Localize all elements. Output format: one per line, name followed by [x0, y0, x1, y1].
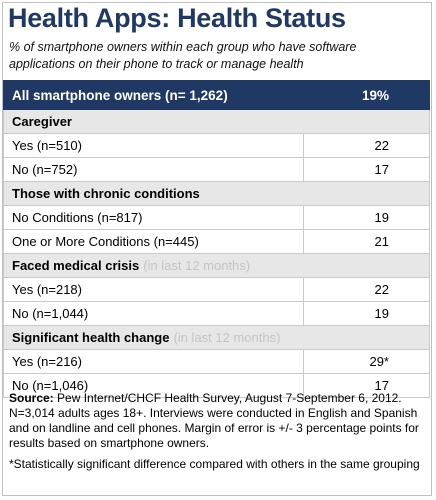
row-label: No Conditions (n=817) [3, 205, 304, 230]
section-heading: Faced medical crisis (in last 12 months) [3, 253, 430, 278]
header-value: 19% [303, 80, 430, 110]
row-value: 17 [303, 157, 430, 182]
row-label: No (n=752) [3, 157, 304, 182]
row-value: 17 [303, 373, 430, 398]
section-heading-text: Significant health change [12, 330, 170, 345]
row-value: 22 [303, 133, 430, 158]
table-row: No (n=1,044) 19 [3, 301, 430, 326]
table-row: Yes (n=218) 22 [3, 277, 430, 302]
table-row: No Conditions (n=817) 19 [3, 205, 430, 230]
section-qualifier: (in last 12 months) [143, 258, 251, 273]
source-label: Source: [9, 391, 54, 405]
row-label: No (n=1,046) [3, 373, 304, 398]
chart-frame [2, 2, 432, 496]
source-text: Pew Internet/CHCF Health Survey, August … [9, 391, 419, 450]
row-value: 19 [303, 205, 430, 230]
data-table: All smartphone owners (n= 1,262) 19% Car… [3, 80, 430, 398]
row-value: 21 [303, 229, 430, 254]
section-heading-text: Caregiver [12, 114, 72, 129]
section-row: Significant health change (in last 12 mon… [3, 325, 430, 350]
source-note: Source: Pew Internet/CHCF Health Survey,… [9, 391, 421, 451]
header-row: All smartphone owners (n= 1,262) 19% [3, 80, 430, 110]
section-qualifier: (in last 12 months) [173, 330, 281, 345]
row-label: Yes (n=510) [3, 133, 304, 158]
section-heading: Caregiver [3, 109, 430, 134]
row-label: One or More Conditions (n=445) [3, 229, 304, 254]
section-heading: Significant health change (in last 12 mon… [3, 325, 430, 350]
row-label: Yes (n=218) [3, 277, 304, 302]
row-value: 22 [303, 277, 430, 302]
section-heading-text: Faced medical crisis [12, 258, 140, 273]
chart-title: Health Apps: Health Status [8, 3, 346, 33]
row-label: No (n=1,044) [3, 301, 304, 326]
section-row: Caregiver [3, 109, 430, 134]
table-row: No (n=752) 17 [3, 157, 430, 182]
header-label: All smartphone owners (n= 1,262) [3, 80, 304, 110]
chart-subtitle: % of smartphone owners within each group… [9, 40, 357, 71]
section-heading: Those with chronic conditions [3, 181, 430, 206]
table-row: Yes (n=216) 29* [3, 349, 430, 374]
section-heading-text: Those with chronic conditions [12, 186, 200, 201]
row-value: 19 [303, 301, 430, 326]
row-label: Yes (n=216) [3, 349, 304, 374]
table-row: One or More Conditions (n=445) 21 [3, 229, 430, 254]
table-row: Yes (n=510) 22 [3, 133, 430, 158]
table-row: No (n=1,046) 17 [3, 373, 430, 398]
row-value: 29* [303, 349, 430, 374]
section-row: Faced medical crisis (in last 12 months) [3, 253, 430, 278]
section-row: Those with chronic conditions [3, 181, 430, 206]
footnote: *Statistically significant difference co… [9, 457, 420, 471]
